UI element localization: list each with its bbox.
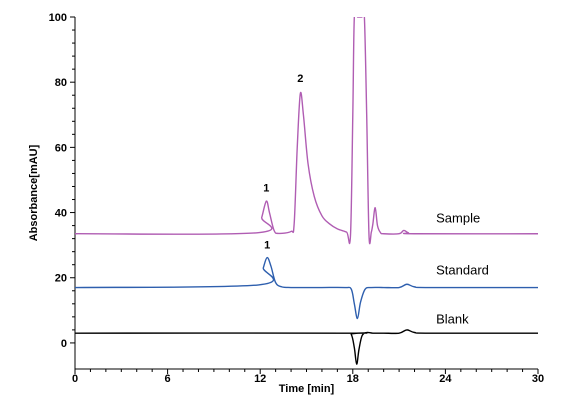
y-axis-title: Absorbance[mAU]: [28, 144, 40, 241]
blank-trace: [75, 329, 538, 365]
y-axis-ticks: 0 20 40 60 80 100: [49, 12, 75, 350]
x-tick-label: 0: [72, 373, 78, 385]
x-tick-label: 24: [439, 373, 452, 385]
y-tick-label: 0: [61, 338, 67, 350]
x-axis-title: Time [min]: [279, 383, 335, 395]
trace-label: Sample: [436, 210, 480, 225]
y-tick-label: 40: [55, 208, 67, 220]
trace-label: Standard: [436, 262, 489, 277]
x-tick-label: 12: [254, 373, 266, 385]
trace-label: Blank: [436, 311, 469, 326]
traces: [75, 17, 538, 365]
x-axis-ticks: 0 6 12 18 24 30: [72, 369, 544, 385]
x-tick-label: 6: [165, 373, 171, 385]
annotations: 1 2 1 Sample Standard Blank: [263, 73, 489, 326]
peak-label: 1: [264, 239, 270, 251]
y-tick-label: 100: [49, 12, 67, 24]
peak-label: 2: [297, 73, 303, 85]
peak-label: 1: [263, 182, 269, 194]
y-tick-label: 80: [55, 77, 67, 89]
x-tick-label: 18: [347, 373, 359, 385]
sample-trace: [75, 17, 538, 245]
y-tick-label: 60: [55, 142, 67, 154]
y-tick-label: 20: [55, 273, 67, 285]
x-tick-label: 30: [532, 373, 544, 385]
standard-trace: [75, 256, 538, 320]
